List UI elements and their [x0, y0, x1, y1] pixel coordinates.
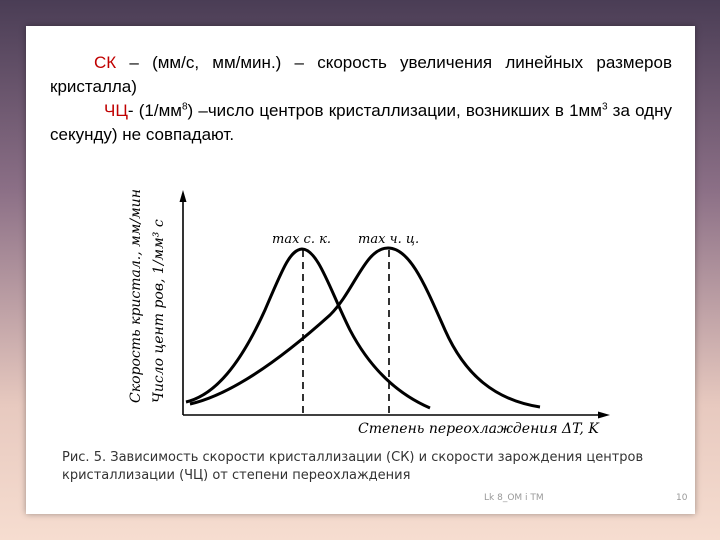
figure-caption: Рис. 5. Зависимость скорости кристаллиза… [62, 450, 644, 483]
peak-label-chc: max ч. ц. [358, 232, 419, 247]
chc-description-b: ) –число центров кристаллизации, возникш… [187, 101, 602, 120]
chc-sup-1: 8 [181, 101, 188, 113]
chc-term: ЧЦ [104, 101, 128, 120]
slide: СК – (мм/с, мм/мин.) – скорость увеличен… [26, 26, 695, 514]
sk-term: СК [94, 53, 117, 72]
chc-description-a: - (1/мм [127, 101, 182, 120]
chc-definition: ЧЦ- (1/мм8) –число центров кристаллизаци… [50, 99, 672, 147]
footer-label: Lk 8_ОМ і ТМ [484, 493, 544, 503]
y-axis-label-chc: Число цент ров, 1/мм³ с [151, 219, 167, 403]
peak-label-sk: max с. к. [272, 232, 331, 247]
y-axis-label-sk: Скорость кристал., мм/мин [128, 189, 144, 403]
sk-definition: СК – (мм/с, мм/мин.) – скорость увеличен… [50, 51, 672, 99]
chc-description-c: за одну секунду) не совпадают. [50, 101, 672, 144]
page-number: 10 [676, 493, 688, 503]
y-axis-arrow [179, 190, 187, 202]
curve-chc [189, 246, 541, 409]
x-axis-label: Степень переохлаждения ΔT, K [358, 421, 600, 437]
curve-sk [185, 247, 431, 410]
x-axis-arrow [598, 411, 610, 419]
sk-description: – (мм/с, мм/мин.) – скорость увеличения … [50, 53, 672, 96]
chc-sup-2: 3 [601, 101, 608, 113]
